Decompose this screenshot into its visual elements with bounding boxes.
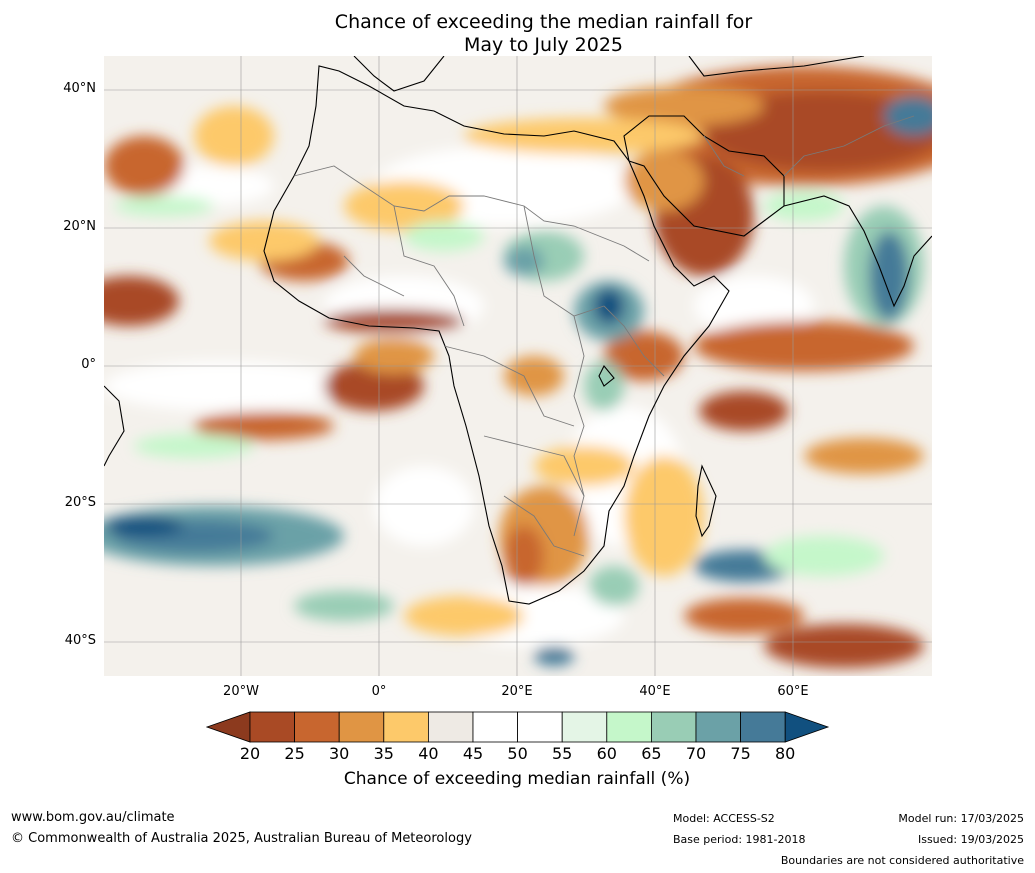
- map-canvas: [104, 56, 932, 676]
- rainfall-outlook-map: [104, 56, 932, 676]
- issued-date: Issued: 19/03/2025: [917, 833, 1024, 846]
- map-title-line-1: Chance of exceeding the median rainfall …: [334, 11, 753, 33]
- longitude-label-0: 0°: [371, 684, 387, 699]
- colorbar-tick: 60: [596, 744, 617, 763]
- colorbar-tick: 65: [641, 744, 662, 763]
- longitude-label-20e: 20°E: [501, 684, 533, 699]
- base-period: Base period: 1981-2018: [673, 833, 806, 846]
- colorbar-segment: [383, 711, 429, 743]
- map-title-line-2: May to July 2025: [464, 34, 623, 56]
- colorbar-segment: [427, 711, 474, 743]
- colorbar-segment: [472, 711, 518, 743]
- colorbar-tick: 40: [418, 744, 439, 763]
- colorbar-tick: 30: [329, 744, 350, 763]
- colorbar-tick: 20: [239, 744, 261, 763]
- colorbar-tick: 75: [730, 744, 751, 763]
- graticule: [104, 56, 932, 676]
- colorbar-tick: 55: [552, 744, 573, 763]
- copyright-text: © Commonwealth of Australia 2025, Austra…: [11, 831, 472, 846]
- colorbar-tick: 70: [685, 744, 707, 763]
- longitude-label-20w: 20°W: [223, 684, 259, 699]
- colorbar-segment: [338, 711, 385, 743]
- colorbar-segment: [206, 711, 251, 743]
- colorbar-segment: [517, 711, 563, 743]
- latitude-label-40n: 40°N: [63, 81, 96, 96]
- colorbar-segment: [784, 711, 830, 743]
- colorbar-segment: [294, 711, 340, 743]
- colorbar-tick: 80: [775, 744, 796, 763]
- latitude-label-20s: 20°S: [64, 495, 96, 510]
- colorbar-segment: [561, 711, 608, 743]
- country-borders: [293, 115, 915, 557]
- colorbar-segment: [606, 711, 652, 743]
- latitude-label-0: 0°: [81, 357, 96, 372]
- colorbar-tick: 45: [462, 744, 484, 763]
- colorbar-segment: [695, 711, 741, 743]
- colorbar: [206, 711, 830, 743]
- latitude-label-20n: 20°N: [63, 219, 96, 234]
- colorbar-segment: [650, 711, 697, 743]
- colorbar-label: Chance of exceeding median rainfall (%): [343, 769, 691, 789]
- model-name: Model: ACCESS-S2: [673, 812, 775, 825]
- model-run-date: Model run: 17/03/2025: [898, 812, 1024, 825]
- longitude-label-60e: 60°E: [777, 684, 809, 699]
- colorbar-tick: 35: [373, 744, 394, 763]
- colorbar-tick: 25: [284, 744, 305, 763]
- website-link[interactable]: www.bom.gov.au/climate: [11, 810, 175, 825]
- longitude-label-40e: 40°E: [639, 684, 671, 699]
- coastlines: [104, 56, 932, 605]
- boundaries-disclaimer: Boundaries are not considered authoritat…: [780, 854, 1024, 867]
- colorbar-segment: [740, 711, 786, 743]
- colorbar-tick: 50: [507, 744, 528, 763]
- colorbar-segment: [249, 711, 295, 743]
- latitude-label-40s: 40°S: [64, 633, 96, 648]
